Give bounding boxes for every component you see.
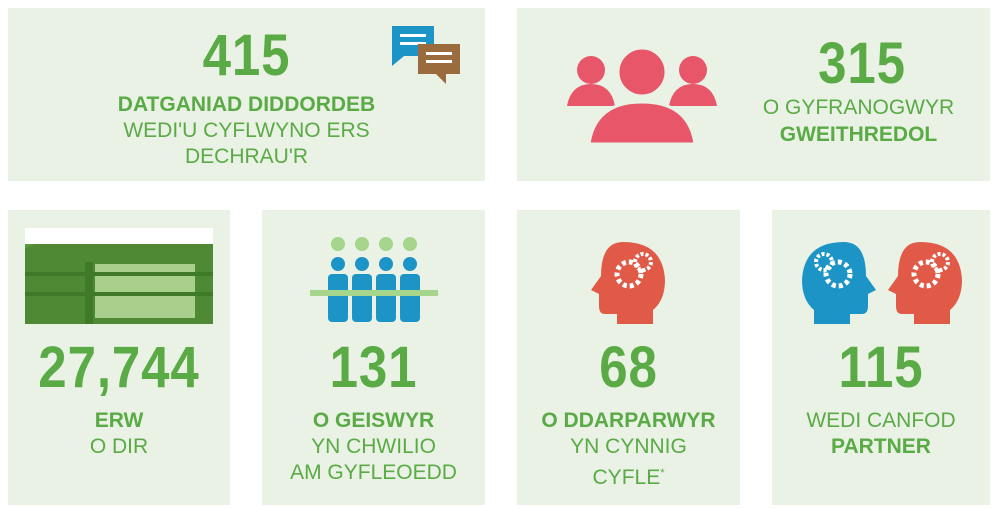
panel: 68 O DDARPARWYR YN CYNNIG CYFLE* bbox=[517, 210, 740, 505]
stat-number: 27,744 bbox=[21, 334, 216, 401]
seekers-icon bbox=[310, 236, 438, 324]
people-icon bbox=[567, 44, 717, 144]
stat-number: 131 bbox=[275, 334, 471, 401]
head-icon bbox=[589, 240, 669, 324]
stat-label: WEDI'U CYFLWYNO ERS bbox=[8, 118, 485, 144]
stat-label: WEDI CANFOD bbox=[772, 408, 990, 434]
stat-label-text: CYFLE bbox=[593, 466, 661, 489]
stat-label: PARTNER bbox=[772, 434, 990, 460]
panel: 415 DATGANIAD DIDDORDEB WEDI'U CYFLWYNO … bbox=[8, 8, 485, 181]
stat-label: GWEITHREDOL bbox=[727, 122, 990, 148]
stat-label: DECHRAU'R bbox=[8, 144, 485, 170]
stat-label: YN CYNNIG bbox=[517, 434, 740, 460]
stat-label: YN CHWILIO bbox=[262, 434, 485, 460]
partner-heads-icon bbox=[802, 240, 962, 324]
stat-label: O GEISWYR bbox=[262, 408, 485, 434]
stat-label: O GYFRANOGWYR bbox=[727, 95, 990, 121]
footnote-mark: * bbox=[660, 467, 664, 479]
stat-label: DATGANIAD DIDDORDEB bbox=[8, 92, 485, 118]
infographic: 415 DATGANIAD DIDDORDEB WEDI'U CYFLWYNO … bbox=[0, 0, 996, 509]
panel: 115 WEDI CANFOD PARTNER bbox=[772, 210, 990, 505]
field-image bbox=[25, 228, 213, 324]
stat-number: 315 bbox=[770, 30, 955, 97]
stat-label: O DIR bbox=[8, 434, 230, 460]
panel: 315 O GYFRANOGWYR GWEITHREDOL bbox=[517, 8, 990, 181]
stat-number: 115 bbox=[785, 334, 977, 401]
panel: 27,744 ERW O DIR bbox=[8, 210, 230, 505]
stat-number: 68 bbox=[530, 334, 726, 401]
stat-label: ERW bbox=[8, 408, 230, 434]
chat-icon bbox=[388, 22, 468, 86]
stat-label: AM GYFLEOEDD bbox=[262, 460, 485, 486]
panel: 131 O GEISWYR YN CHWILIO AM GYFLEOEDD bbox=[262, 210, 485, 505]
stat-label: O DDARPARWYR bbox=[517, 408, 740, 434]
stat-label: CYFLE* bbox=[517, 460, 740, 491]
